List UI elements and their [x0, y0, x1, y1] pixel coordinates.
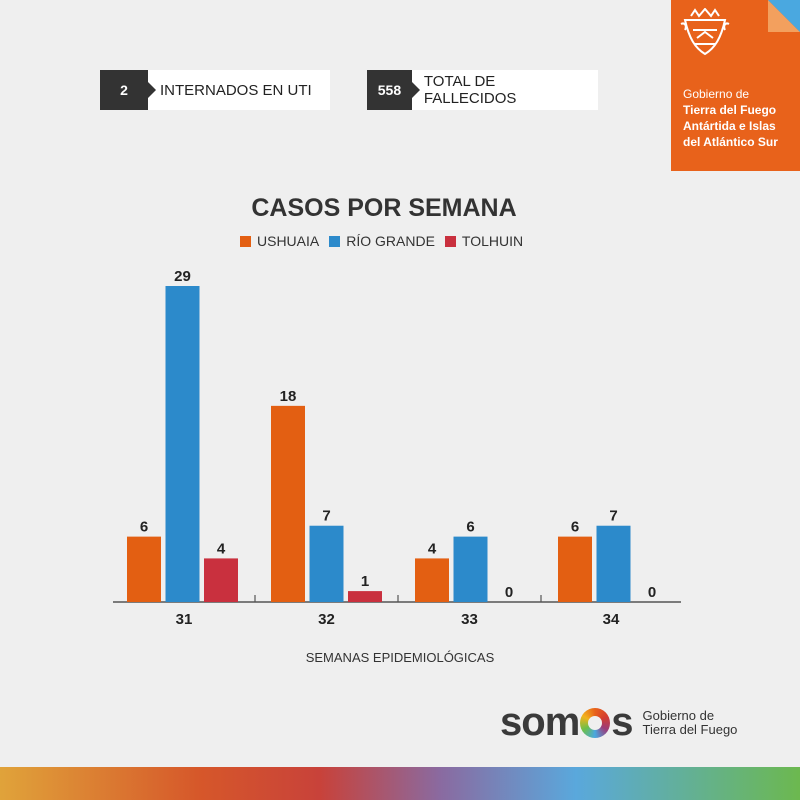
government-line: Gobierno de: [683, 87, 750, 101]
legend-label: TOLHUIN: [461, 233, 524, 249]
legend-label: RÍO GRANDE: [346, 233, 435, 249]
legend-item-ushuaia: USHUAIA: [240, 233, 319, 249]
data-label: 0: [505, 584, 513, 601]
provincial-crest-icon: [680, 8, 730, 56]
legend-swatch: [444, 235, 456, 247]
bar-ushuaia-33: [415, 558, 449, 602]
color-ring-icon: [580, 707, 611, 738]
brand-color-stripe: [0, 767, 800, 800]
bar-r-o-grande-34: [596, 525, 631, 602]
government-name: Gobierno de Tierra del Fuego Antártida e…: [683, 86, 798, 150]
bar-ushuaia-34: [558, 536, 592, 602]
stat-total-fallecidos: 558 TOTAL DE FALLECIDOS: [367, 70, 598, 110]
chart-title: CASOS POR SEMANA: [251, 194, 517, 222]
chart-legend: USHUAIA RÍO GRANDE TOLHUIN: [240, 233, 533, 249]
bar-ushuaia-31: [127, 536, 161, 602]
legend-swatch: [329, 235, 341, 247]
data-label: 18: [280, 388, 297, 405]
x-tick-label: 33: [461, 611, 478, 628]
bar-tolhuin-32: [348, 591, 382, 602]
stat-label: TOTAL DE FALLECIDOS: [423, 73, 517, 107]
bar-r-o-grande-33: [453, 536, 488, 602]
stat-value: 2: [100, 70, 156, 110]
corner-fold-accent: [768, 0, 800, 32]
government-line: Antártida e Islas: [683, 119, 776, 133]
legend-label: USHUAIA: [257, 233, 320, 249]
x-tick-label: 34: [603, 611, 620, 628]
bar-r-o-grande-31: [165, 286, 200, 602]
data-label: 0: [648, 584, 656, 601]
data-label: 7: [609, 508, 617, 525]
tagline-line: Tierra del Fuego: [642, 721, 738, 737]
data-label: 6: [571, 519, 579, 536]
data-label: 6: [466, 519, 474, 536]
stat-value: 558: [367, 70, 420, 110]
bar-tolhuin-31: [204, 558, 238, 602]
x-axis-title: SEMANAS EPIDEMIOLÓGICAS: [306, 650, 495, 665]
data-label: 6: [140, 519, 148, 536]
stat-label: INTERNADOS EN UTI: [160, 81, 312, 99]
data-label: 29: [174, 268, 191, 285]
x-tick-label: 32: [318, 611, 335, 628]
somos-tagline: Gobierno de Tierra del Fuego: [642, 707, 738, 737]
legend-item-tolhuin: TOLHUIN: [444, 233, 524, 249]
data-label: 1: [361, 573, 369, 590]
data-label: 4: [428, 540, 437, 557]
bar-r-o-grande-32: [309, 525, 344, 602]
stat-internados-uti: 2 INTERNADOS EN UTI: [100, 70, 330, 110]
government-line: del Atlántico Sur: [683, 135, 778, 149]
x-tick-label: 31: [176, 611, 193, 628]
legend-item-rio-grande: RÍO GRANDE: [329, 233, 435, 249]
government-line: Tierra del Fuego: [683, 103, 777, 117]
data-label: 7: [322, 508, 330, 525]
legend-swatch: [240, 235, 251, 247]
data-label: 4: [217, 540, 226, 557]
bar-ushuaia-32: [271, 405, 305, 602]
tagline-line: Gobierno de: [642, 707, 715, 723]
government-badge: Gobierno de Tierra del Fuego Antártida e…: [671, 0, 800, 171]
